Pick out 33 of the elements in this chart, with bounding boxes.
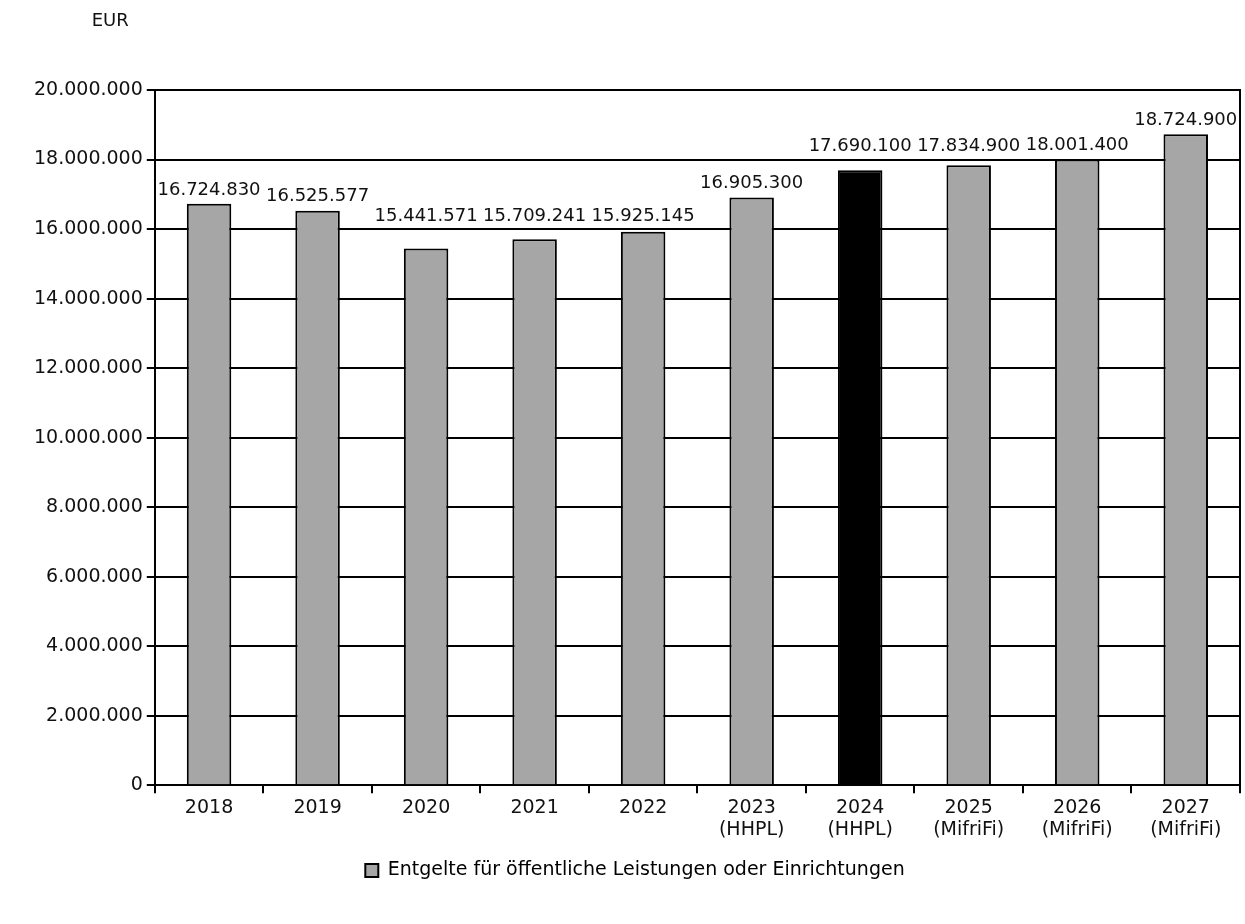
data-label: 16.525.577 <box>266 184 370 206</box>
legend-label: Entgelte für öffentliche Leistungen oder Einrichtungen <box>387 857 905 880</box>
data-label: 15.709.241 <box>483 203 587 225</box>
y-tick-label: 14.000.000 <box>33 285 143 308</box>
data-label: 17.834.900 <box>917 134 1021 156</box>
x-tick-label: 2020 <box>401 795 451 818</box>
y-tick-label: 4.000.000 <box>46 633 143 656</box>
x-tick-label: 2018 <box>184 795 234 818</box>
data-label: 15.925.145 <box>591 203 695 225</box>
data-label: 17.690.100 <box>808 134 912 156</box>
data-label: 18.724.900 <box>1134 108 1238 129</box>
y-tick-label: 6.000.000 <box>46 563 143 586</box>
x-tick-label: 2027 (MifriFi) <box>1150 795 1222 840</box>
data-label: 16.905.300 <box>700 171 804 193</box>
x-tick-label: 2025 (MifriFi) <box>933 795 1005 840</box>
y-tick-label: 18.000.000 <box>33 146 143 169</box>
y-axis-title: EUR <box>91 8 129 30</box>
x-tick-label: 2023 (HHPL) <box>718 795 785 840</box>
y-tick-label: 12.000.000 <box>33 355 143 378</box>
data-label: 15.441.571 <box>374 203 478 225</box>
y-tick-label: 16.000.000 <box>33 216 143 238</box>
x-tick-label: 2021 <box>510 795 559 818</box>
x-tick-label: 2022 <box>618 795 668 818</box>
x-tick-label: 2019 <box>293 795 342 818</box>
data-label: 18.001.400 <box>1025 133 1129 155</box>
y-tick-label: 10.000.000 <box>33 424 143 447</box>
y-tick-label: 0 <box>130 772 143 795</box>
y-tick-label: 20.000.000 <box>33 76 143 99</box>
y-tick-label: 8.000.000 <box>46 494 143 517</box>
y-tick-label: 2.000.000 <box>46 702 143 725</box>
x-tick-label: 2026 (MifriFi) <box>1041 795 1113 840</box>
data-label: 16.724.830 <box>157 177 261 199</box>
x-tick-label: 2024 (HHPL) <box>827 795 893 840</box>
